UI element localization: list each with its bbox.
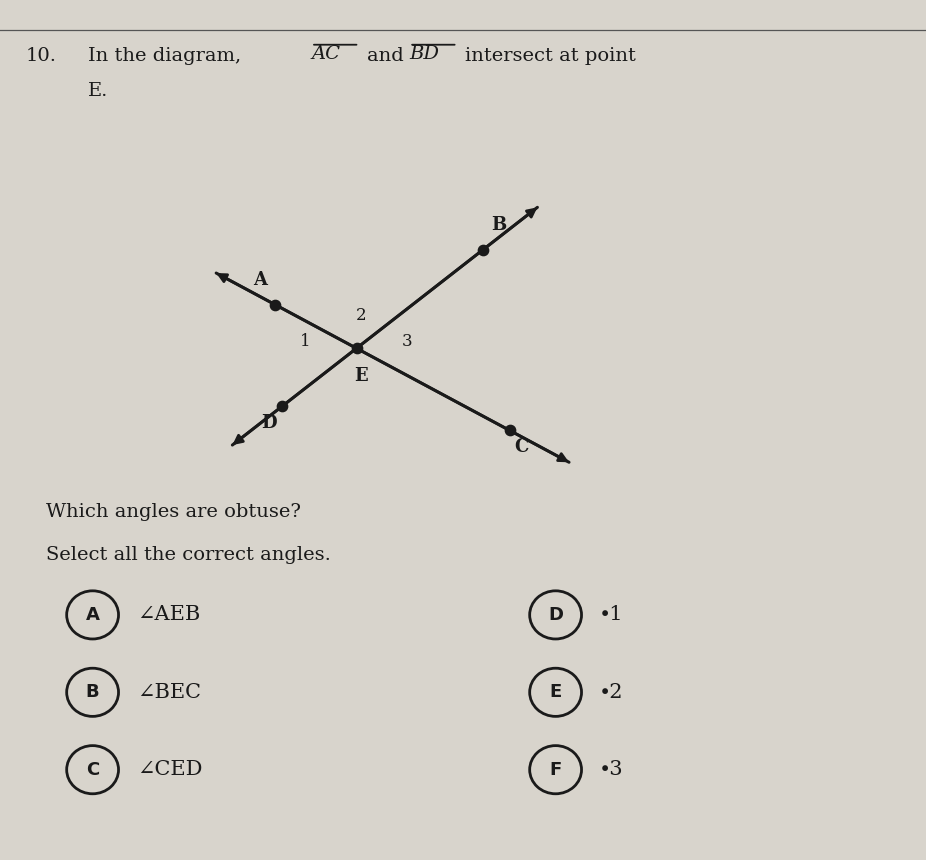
Text: and: and [367,47,404,65]
Text: 1: 1 [300,333,311,350]
Point [275,399,290,413]
Text: AC: AC [311,45,340,63]
Text: A: A [253,271,267,289]
Point [502,423,517,437]
Text: B: B [86,684,99,701]
Point [476,243,491,256]
Text: C: C [86,761,99,778]
Text: C: C [515,438,529,456]
Text: Select all the correct angles.: Select all the correct angles. [46,546,332,564]
Text: ∠BEC: ∠BEC [137,683,201,702]
Text: D: D [261,414,277,432]
Text: intersect at point: intersect at point [465,47,636,65]
Point [349,341,364,355]
Text: ∠AEB: ∠AEB [137,605,200,624]
Text: ∙1: ∙1 [600,605,624,624]
Text: E: E [549,684,562,701]
Text: 10.: 10. [26,47,56,65]
Text: A: A [86,606,99,624]
Text: D: D [548,606,563,624]
Point [268,298,282,311]
Text: F: F [549,761,562,778]
Text: 3: 3 [402,333,413,350]
Text: ∙2: ∙2 [600,683,623,702]
Text: 2: 2 [356,307,367,324]
Text: B: B [492,216,507,234]
Text: E: E [355,367,368,385]
Text: In the diagram,: In the diagram, [88,47,241,65]
Text: ∙3: ∙3 [600,760,624,779]
Text: Which angles are obtuse?: Which angles are obtuse? [46,503,301,521]
Text: BD: BD [409,45,439,63]
Text: ∠CED: ∠CED [137,760,203,779]
Text: E.: E. [88,82,108,100]
